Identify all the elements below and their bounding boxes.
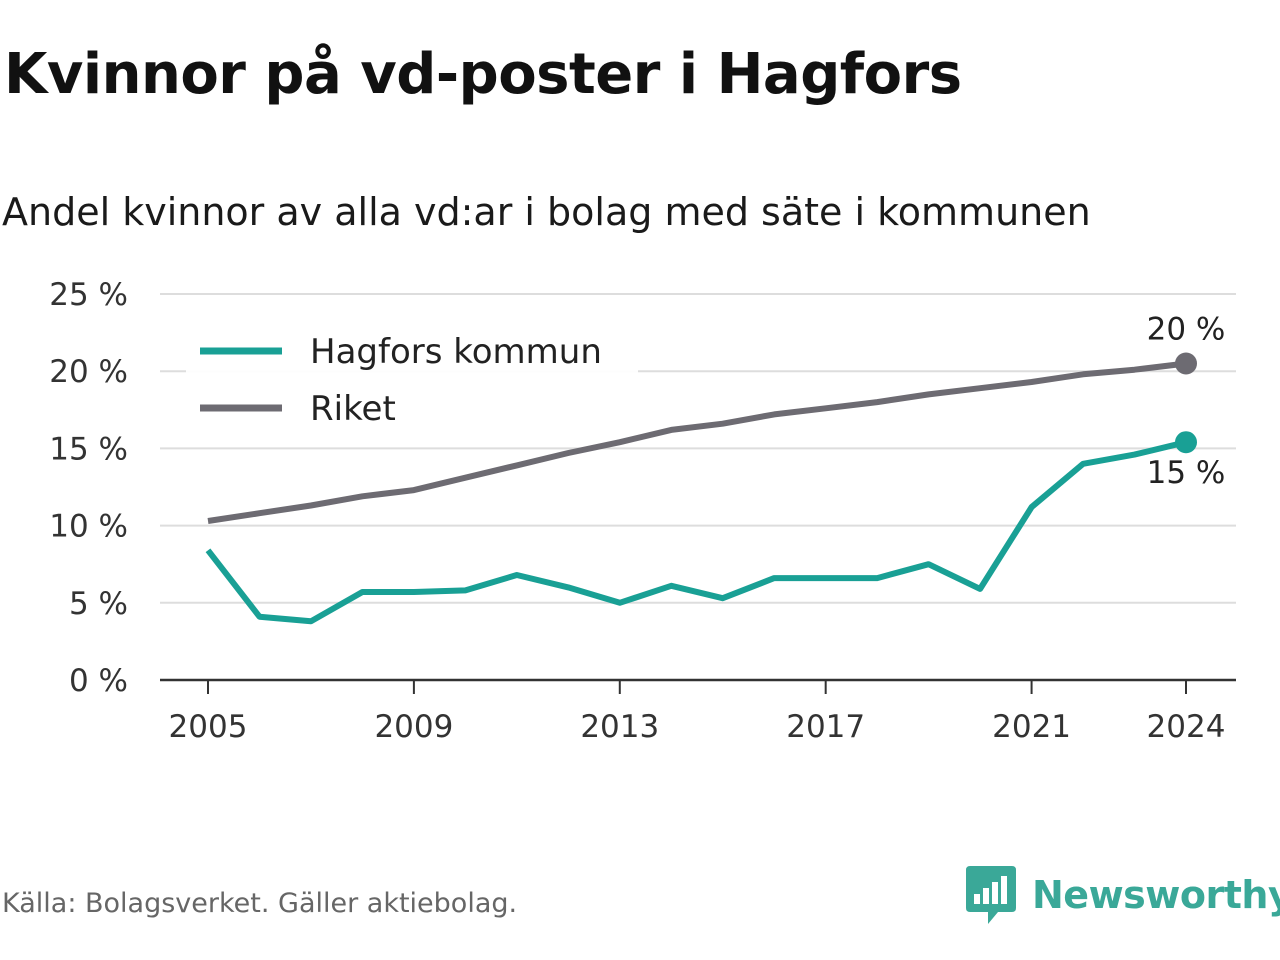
x-axis: 2005 2009 2013 2017 2021 2024: [160, 678, 1236, 745]
x-tick-label: 2009: [374, 709, 453, 745]
x-tick-label: 2013: [580, 709, 659, 745]
y-tick-label: 15 %: [49, 431, 128, 467]
series-line: [207, 360, 1187, 524]
brand-name: Newsworthy: [1032, 873, 1280, 917]
y-tick-label: 0 %: [69, 663, 128, 699]
legend-label: Hagfors kommun: [310, 332, 602, 372]
series-endpoints: 15 % 20 %: [1147, 311, 1226, 491]
series-line: [205, 439, 1187, 625]
series-endpoint: [1175, 431, 1197, 454]
end-value-label: 15 %: [1147, 455, 1226, 491]
x-tick-label: 2017: [786, 709, 865, 745]
legend: Hagfors kommun Riket: [186, 328, 638, 446]
y-tick-label: 10 %: [49, 509, 128, 545]
y-axis: 0 % 5 % 10 % 15 % 20 % 25 %: [49, 277, 128, 699]
x-tick-label: 2021: [992, 709, 1071, 745]
newsworthy-logo-icon: [966, 866, 1016, 924]
chart-title: Kvinnor på vd-poster i Hagfors: [4, 42, 962, 107]
y-tick-label: 5 %: [69, 586, 128, 622]
series-lines: [205, 360, 1187, 625]
end-value-label: 20 %: [1147, 311, 1226, 347]
x-tick-label: 2024: [1147, 709, 1226, 745]
series-endpoint: [1175, 352, 1197, 375]
source-note: Källa: Bolagsverket. Gäller aktiebolag.: [2, 888, 518, 919]
chart-subtitle: Andel kvinnor av alla vd:ar i bolag med …: [2, 190, 1091, 234]
x-tick-label: 2005: [169, 709, 248, 745]
legend-label: Riket: [310, 389, 396, 429]
brand-logo: Newsworthy: [966, 866, 1280, 924]
y-tick-label: 25 %: [49, 277, 128, 313]
y-tick-label: 20 %: [49, 354, 128, 390]
